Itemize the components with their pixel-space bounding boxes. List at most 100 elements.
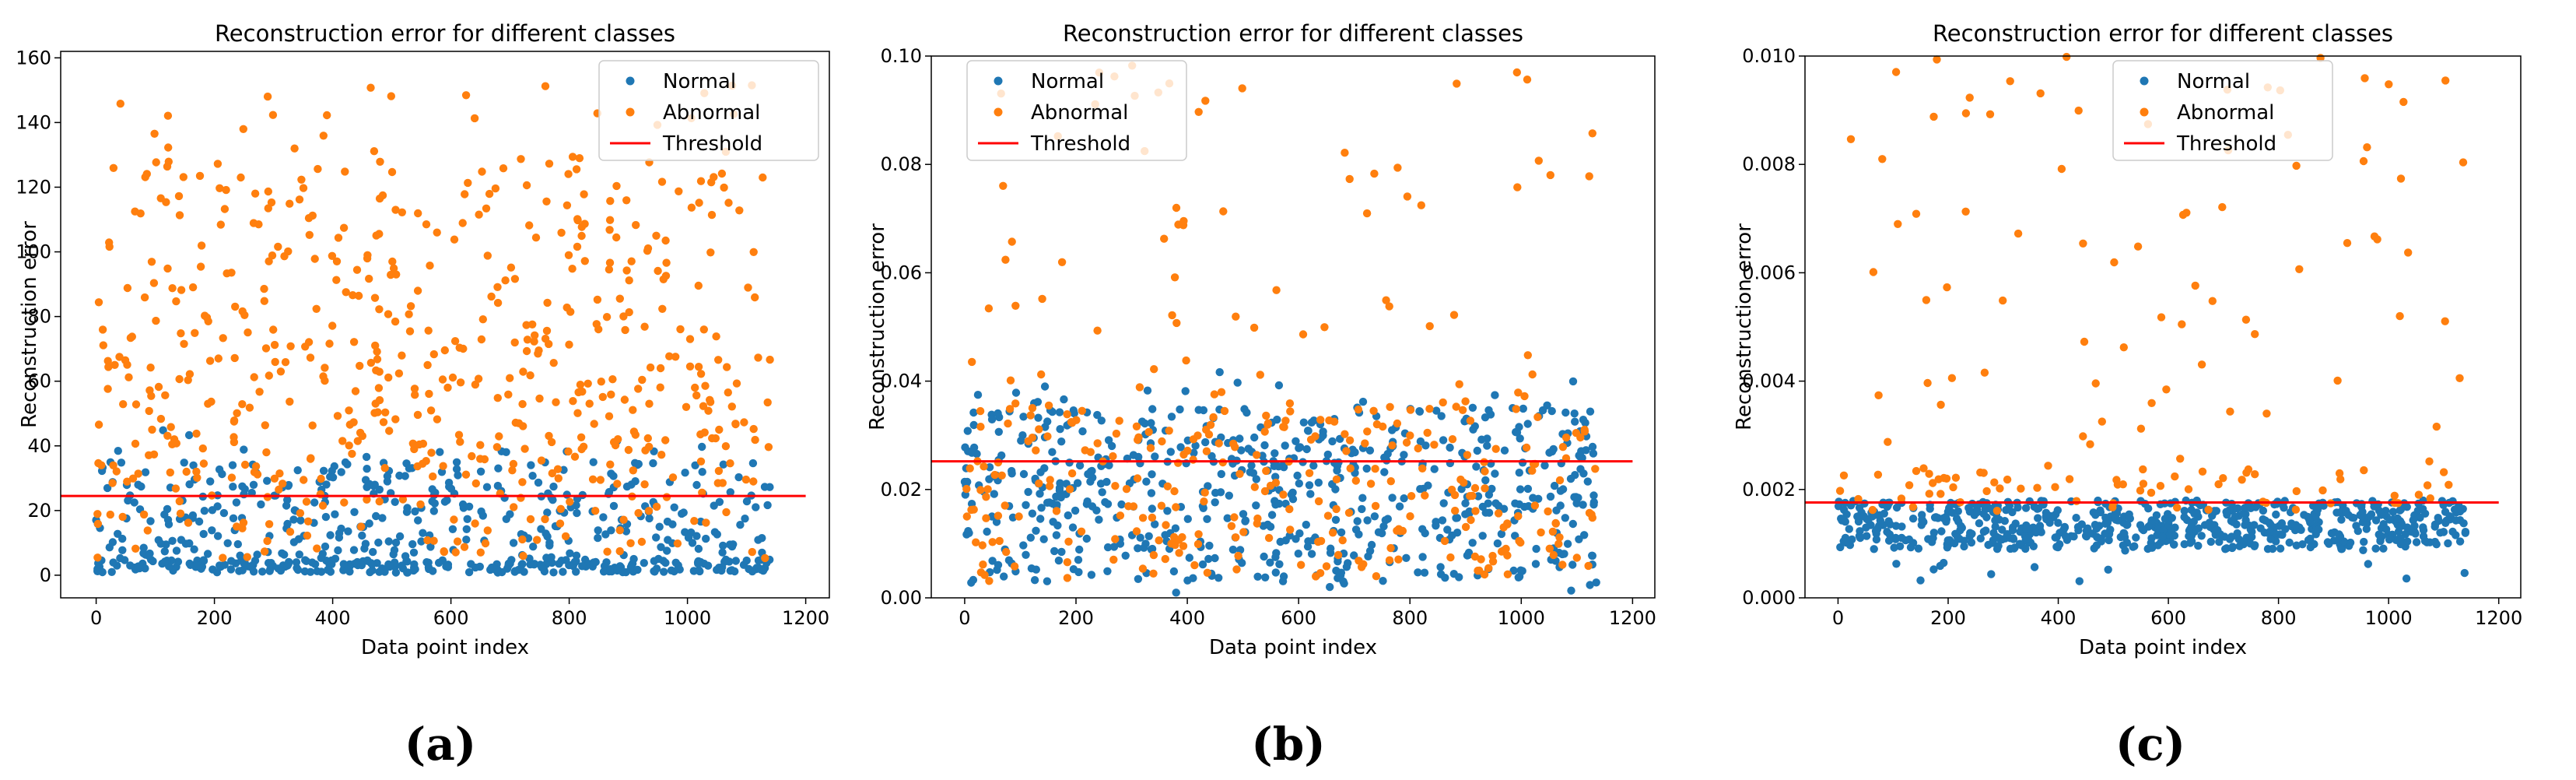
data-point-normal (2085, 529, 2094, 537)
data-point-normal (1064, 511, 1073, 520)
data-point-abnormal (2110, 258, 2119, 267)
data-point-normal (477, 507, 485, 516)
data-point-abnormal (2033, 483, 2042, 492)
y-tick-label: 100 (16, 241, 51, 263)
data-point-abnormal (281, 358, 290, 367)
data-point-abnormal (696, 457, 706, 466)
data-point-normal (1419, 484, 1428, 494)
data-point-abnormal (1028, 404, 1037, 413)
data-point-abnormal (1006, 376, 1015, 385)
data-point-abnormal (696, 430, 705, 439)
data-point-normal (2010, 544, 2018, 553)
data-point-normal (1441, 574, 1449, 582)
data-point-abnormal (656, 364, 665, 373)
data-point-normal (2070, 532, 2078, 541)
data-point-abnormal (1256, 371, 1265, 379)
data-point-normal (1943, 543, 1952, 552)
data-point-abnormal (349, 338, 359, 346)
data-point-normal (988, 557, 997, 565)
data-point-abnormal (1528, 466, 1537, 475)
data-point-normal (1190, 448, 1198, 457)
data-point-abnormal (640, 480, 649, 489)
data-point-normal (1299, 418, 1309, 427)
data-point-abnormal (2119, 343, 2128, 352)
data-point-normal (1388, 494, 1397, 502)
data-point-normal (310, 498, 319, 507)
data-point-normal (1052, 531, 1061, 539)
data-point-abnormal (1869, 268, 1878, 276)
data-point-abnormal (547, 437, 556, 447)
data-point-normal (2306, 543, 2315, 552)
data-point-abnormal (706, 248, 715, 257)
data-point-abnormal (207, 397, 216, 406)
data-point-normal (295, 550, 303, 559)
data-point-normal (448, 525, 457, 533)
data-point-abnormal (1175, 549, 1183, 557)
data-point-abnormal (261, 344, 271, 353)
data-point-abnormal (564, 170, 573, 178)
data-point-abnormal (1528, 370, 1537, 379)
data-point-normal (652, 533, 661, 542)
data-point-abnormal (193, 473, 202, 482)
data-point-abnormal (104, 363, 113, 371)
data-point-abnormal (1491, 444, 1500, 453)
data-point-abnormal (644, 507, 654, 515)
data-point-normal (1418, 553, 1427, 561)
panel-a-axes-frame (60, 51, 830, 599)
data-point-abnormal (710, 173, 718, 181)
data-point-abnormal (1929, 112, 1938, 121)
data-point-abnormal (405, 327, 415, 336)
data-point-abnormal (1342, 447, 1351, 455)
data-point-normal (1167, 413, 1176, 421)
data-point-abnormal (471, 479, 480, 488)
data-point-abnormal (531, 331, 539, 339)
data-point-normal (1960, 542, 1968, 551)
data-point-normal (1491, 499, 1500, 508)
data-point-abnormal (652, 231, 661, 240)
data-point-normal (462, 525, 471, 533)
data-point-abnormal (121, 356, 130, 364)
data-point-abnormal (1260, 487, 1270, 496)
data-point-abnormal (357, 522, 366, 531)
data-point-abnormal (2133, 242, 2143, 251)
data-point-abnormal (525, 221, 534, 230)
data-point-abnormal (1264, 533, 1274, 543)
data-point-abnormal (166, 423, 175, 431)
data-point-abnormal (464, 178, 472, 188)
data-point-normal (1340, 579, 1348, 588)
data-point-abnormal (1936, 490, 1945, 498)
data-point-normal (313, 567, 321, 575)
data-point-abnormal (554, 474, 563, 483)
panel-a: 0 200 400 600 800 1000 12000204060801001201401… (16, 20, 830, 771)
data-point-normal (283, 519, 292, 529)
data-point-normal (2452, 516, 2460, 525)
legend-label: Abnormal (663, 101, 760, 125)
data-point-abnormal (305, 230, 314, 239)
data-point-normal (1036, 515, 1045, 523)
panel-a-marks (61, 81, 806, 577)
data-point-abnormal (1355, 557, 1363, 565)
data-point-normal (1036, 468, 1045, 476)
data-point-abnormal (1897, 494, 1906, 503)
data-point-normal (2210, 508, 2219, 516)
data-point-normal (1439, 436, 1448, 444)
data-point-abnormal (416, 500, 425, 509)
data-point-abnormal (175, 211, 184, 220)
data-point-normal (1103, 567, 1112, 575)
data-point-abnormal (2219, 474, 2227, 483)
data-point-normal (1362, 464, 1371, 473)
data-point-abnormal (1548, 527, 1558, 536)
data-point-abnormal (461, 91, 471, 100)
data-point-abnormal (470, 114, 479, 123)
data-point-normal (1468, 539, 1477, 547)
data-point-normal (365, 480, 374, 488)
data-point-abnormal (1124, 502, 1133, 511)
data-point-normal (1024, 487, 1032, 497)
data-point-abnormal (290, 144, 299, 153)
data-point-normal (2337, 545, 2346, 553)
data-point-abnormal (238, 524, 247, 532)
data-point-normal (2101, 519, 2110, 528)
data-point-normal (2276, 544, 2285, 553)
data-point-abnormal (744, 283, 752, 292)
data-point-normal (160, 557, 170, 566)
